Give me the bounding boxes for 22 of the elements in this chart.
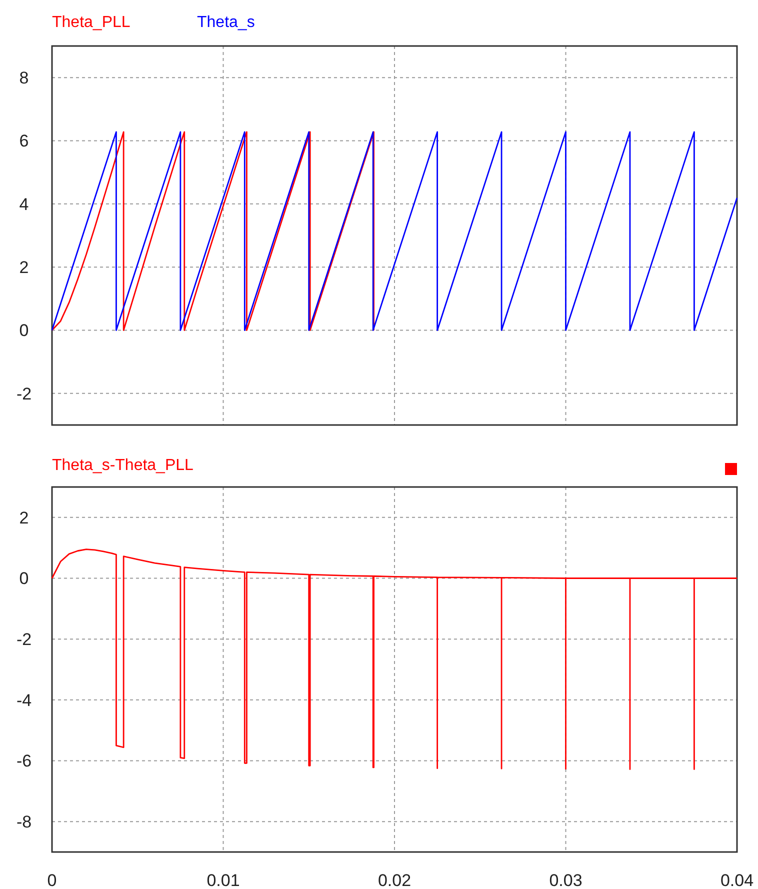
y-tick-label: 2 [19,258,29,278]
x-tick-label: 0.01 [206,871,240,889]
y-tick-label: -4 [16,690,32,710]
y-tick-label: 4 [19,194,29,214]
line-series [51,548,738,770]
y-tick-label: 2 [19,508,29,528]
x-tick-label: 0 [47,871,57,889]
y-tick-label: 6 [19,132,29,151]
y-tick-label: -2 [16,630,32,650]
y-tick-label: 0 [19,321,29,340]
y-tick-label: 8 [19,68,29,88]
y-tick-label: 0 [19,569,29,588]
x-tick-label: 0.04 [720,871,754,889]
text: Theta_s-Theta_PLL [52,457,194,474]
y-tick-label: -8 [16,812,32,832]
line-series [51,131,374,331]
y-tick-label: -2 [16,384,32,404]
y-tick-label: -6 [16,752,32,771]
x-tick-label: 0.02 [378,871,412,889]
x-tick-label: 0.03 [549,871,582,889]
text: Theta_s [197,14,255,31]
text: Theta_PLL [52,14,130,31]
